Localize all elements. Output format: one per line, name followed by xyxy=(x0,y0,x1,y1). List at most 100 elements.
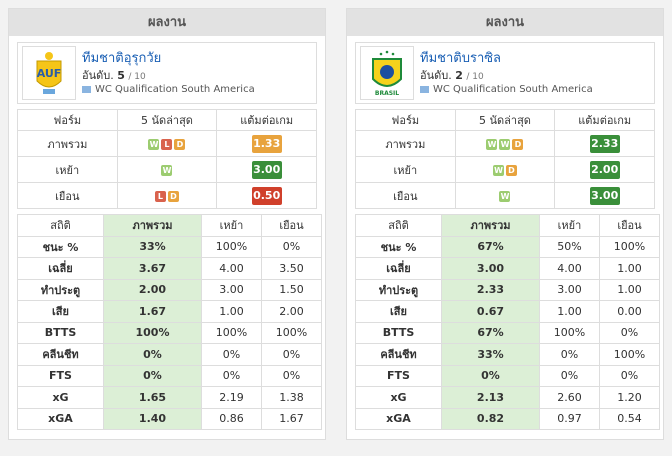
stat-value: 0% xyxy=(261,235,322,258)
stats-row: FTS 0% 0% 0% xyxy=(17,364,322,387)
result-badge: D xyxy=(174,139,186,150)
stat-value: 67% xyxy=(441,235,540,258)
stats-header-row: สถิติ ภาพรวม เหย้า เยือน xyxy=(355,214,660,237)
rank-value: 2 xyxy=(455,69,463,82)
svg-text:AUF: AUF xyxy=(37,67,62,80)
form-label: ภาพรวม xyxy=(17,130,118,157)
team-logo: AUF xyxy=(22,46,76,100)
result-badge: D xyxy=(512,139,524,150)
stat-value: 0% xyxy=(201,364,262,387)
stats-row: คลีนชีท 0% 0% 0% xyxy=(17,343,322,366)
stat-value: 0% xyxy=(599,364,660,387)
stat-value: 100% xyxy=(261,321,322,344)
result-badge: W xyxy=(486,139,498,150)
team-crest: BRASIL xyxy=(372,50,402,97)
stat-value: 1.00 xyxy=(599,278,660,301)
stat-label: FTS xyxy=(355,364,442,387)
stat-value: 100% xyxy=(201,321,262,344)
team-rank: อันดับ. 5 / 10 xyxy=(82,66,146,84)
stat-value: 67% xyxy=(441,321,540,344)
stat-label: xG xyxy=(355,386,442,409)
team-info: AUF ทีมชาติอุรุกวัย อันดับ. 5 / 10 WC Quali… xyxy=(17,42,317,104)
form-header: 5 นัดล่าสุด xyxy=(116,109,218,131)
result-badge: W xyxy=(148,139,160,150)
stat-label: เสีย xyxy=(17,300,104,323)
stat-label: คลีนชีท xyxy=(17,343,104,366)
stats-header: เยือน xyxy=(261,214,322,237)
stat-value: 2.33 xyxy=(441,278,540,301)
ppg-badge: 3.00 xyxy=(589,186,620,205)
ppg-badge: 2.00 xyxy=(589,160,620,179)
stat-value: 100% xyxy=(201,235,262,258)
team-panel: ผลงาน BRASIL ทีมชาติบราซิล อันดับ. 2 / 10 WC… xyxy=(346,8,664,440)
stat-value: 1.38 xyxy=(261,386,322,409)
stat-value: 0% xyxy=(103,364,202,387)
form-header-row: ฟอร์ม 5 นัดล่าสุด แต้มต่อเกม xyxy=(355,109,655,131)
stat-label: เฉลี่ย xyxy=(355,257,442,280)
stats-header: สถิติ xyxy=(355,214,442,237)
stats-row: BTTS 100% 100% 100% xyxy=(17,321,322,344)
stat-value: 4.00 xyxy=(539,257,600,280)
form-row: ภาพรวม W L D 1.33 xyxy=(17,130,317,157)
stat-label: ชนะ % xyxy=(17,235,104,258)
result-badge: W xyxy=(492,165,504,176)
stats-row: เฉลี่ย 3.00 4.00 1.00 xyxy=(355,257,660,280)
form-table: ฟอร์ม 5 นัดล่าสุด แต้มต่อเกม ภาพรวม W W D 2.33 เ… xyxy=(355,109,655,209)
result-badge: W xyxy=(499,191,511,202)
stat-value: 1.67 xyxy=(261,407,322,430)
stat-value: 33% xyxy=(103,235,202,258)
competition: WC Qualification South America xyxy=(420,84,593,95)
rank-total: / 10 xyxy=(466,72,484,82)
team-name: ทีมชาติอุรุกวัย xyxy=(82,51,162,66)
stat-label: ทำประตู xyxy=(17,278,104,301)
ppg-cell: 1.33 xyxy=(216,130,317,157)
stat-value: 0.97 xyxy=(539,407,600,430)
stat-value: 2.60 xyxy=(539,386,600,409)
stat-value: 2.19 xyxy=(201,386,262,409)
stat-value: 4.00 xyxy=(201,257,262,280)
form-label: ภาพรวม xyxy=(355,130,456,157)
rank-total: / 10 xyxy=(128,72,146,82)
ppg-badge: 2.33 xyxy=(589,134,620,153)
stats-header: เหย้า xyxy=(201,214,262,237)
form-results: W xyxy=(454,182,556,209)
stat-label: xGA xyxy=(355,407,442,430)
result-badge: D xyxy=(505,165,517,176)
team-rank: อันดับ. 2 / 10 xyxy=(420,66,484,84)
stat-value: 0% xyxy=(103,343,202,366)
stat-value: 50% xyxy=(539,235,600,258)
result-badge: W xyxy=(499,139,511,150)
stat-value: 100% xyxy=(599,235,660,258)
form-row: เหย้า W 3.00 xyxy=(17,156,317,183)
form-header: แต้มต่อเกม xyxy=(554,109,655,131)
result-badge: D xyxy=(167,191,179,202)
stats-header: เยือน xyxy=(599,214,660,237)
competition-name: WC Qualification South America xyxy=(433,84,593,95)
stat-value: 0.82 xyxy=(441,407,540,430)
result-badge: L xyxy=(161,139,173,150)
stat-value: 2.00 xyxy=(103,278,202,301)
team-crest: AUF xyxy=(36,52,62,94)
stat-value: 0.67 xyxy=(441,300,540,323)
stats-header: สถิติ xyxy=(17,214,104,237)
stat-value: 0% xyxy=(599,321,660,344)
stat-value: 1.00 xyxy=(599,257,660,280)
rank-label: อันดับ. xyxy=(82,69,114,82)
form-row: เยือน L D 0.50 xyxy=(17,182,317,209)
team-logo: BRASIL xyxy=(360,46,414,100)
ppg-badge: 1.33 xyxy=(251,134,282,153)
team-name: ทีมชาติบราซิล xyxy=(420,51,502,66)
flag-icon xyxy=(420,85,429,93)
ppg-cell: 0.50 xyxy=(216,182,317,209)
stats-row: เสีย 1.67 1.00 2.00 xyxy=(17,300,322,323)
form-header: ฟอร์ม xyxy=(355,109,456,131)
stats-header-row: สถิติ ภาพรวม เหย้า เยือน xyxy=(17,214,322,237)
form-row: ภาพรวม W W D 2.33 xyxy=(355,130,655,157)
form-row: เหย้า W D 2.00 xyxy=(355,156,655,183)
stat-label: BTTS xyxy=(355,321,442,344)
stat-value: 1.20 xyxy=(599,386,660,409)
